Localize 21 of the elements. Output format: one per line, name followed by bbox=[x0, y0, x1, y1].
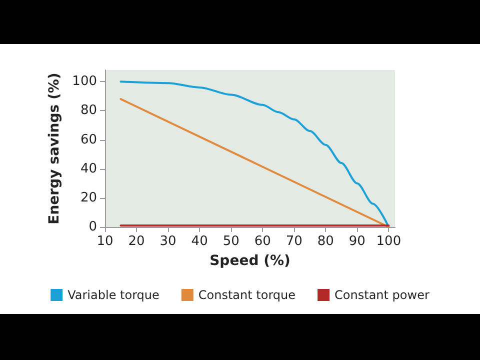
legend-label: Variable torque bbox=[68, 288, 160, 302]
legend-label: Constant power bbox=[334, 288, 430, 302]
y-tick-label: 80 bbox=[80, 103, 97, 118]
legend-label: Constant torque bbox=[198, 288, 296, 302]
x-tick-label: 80 bbox=[317, 234, 334, 249]
x-tick-label: 90 bbox=[348, 234, 366, 249]
y-tick-label: 20 bbox=[80, 190, 97, 206]
x-tick-label: 60 bbox=[254, 234, 271, 249]
x-tick-label: 40 bbox=[191, 234, 208, 249]
x-tick-label: 20 bbox=[128, 234, 145, 249]
x-tick-label: 50 bbox=[222, 234, 240, 249]
y-tick-label: 60 bbox=[80, 132, 97, 148]
x-tick-label: 100 bbox=[376, 234, 402, 249]
x-tick-label: 70 bbox=[286, 234, 302, 249]
y-tick-label: 100 bbox=[72, 74, 97, 90]
y-tick-label: 0 bbox=[88, 220, 97, 234]
x-tick-label: 10 bbox=[96, 234, 114, 249]
x-axis-title: Speed (%) bbox=[210, 253, 290, 269]
y-axis-title: Energy savings (%) bbox=[46, 72, 62, 224]
y-tick-label: 40 bbox=[80, 161, 97, 176]
x-tick-label: 30 bbox=[160, 234, 176, 249]
